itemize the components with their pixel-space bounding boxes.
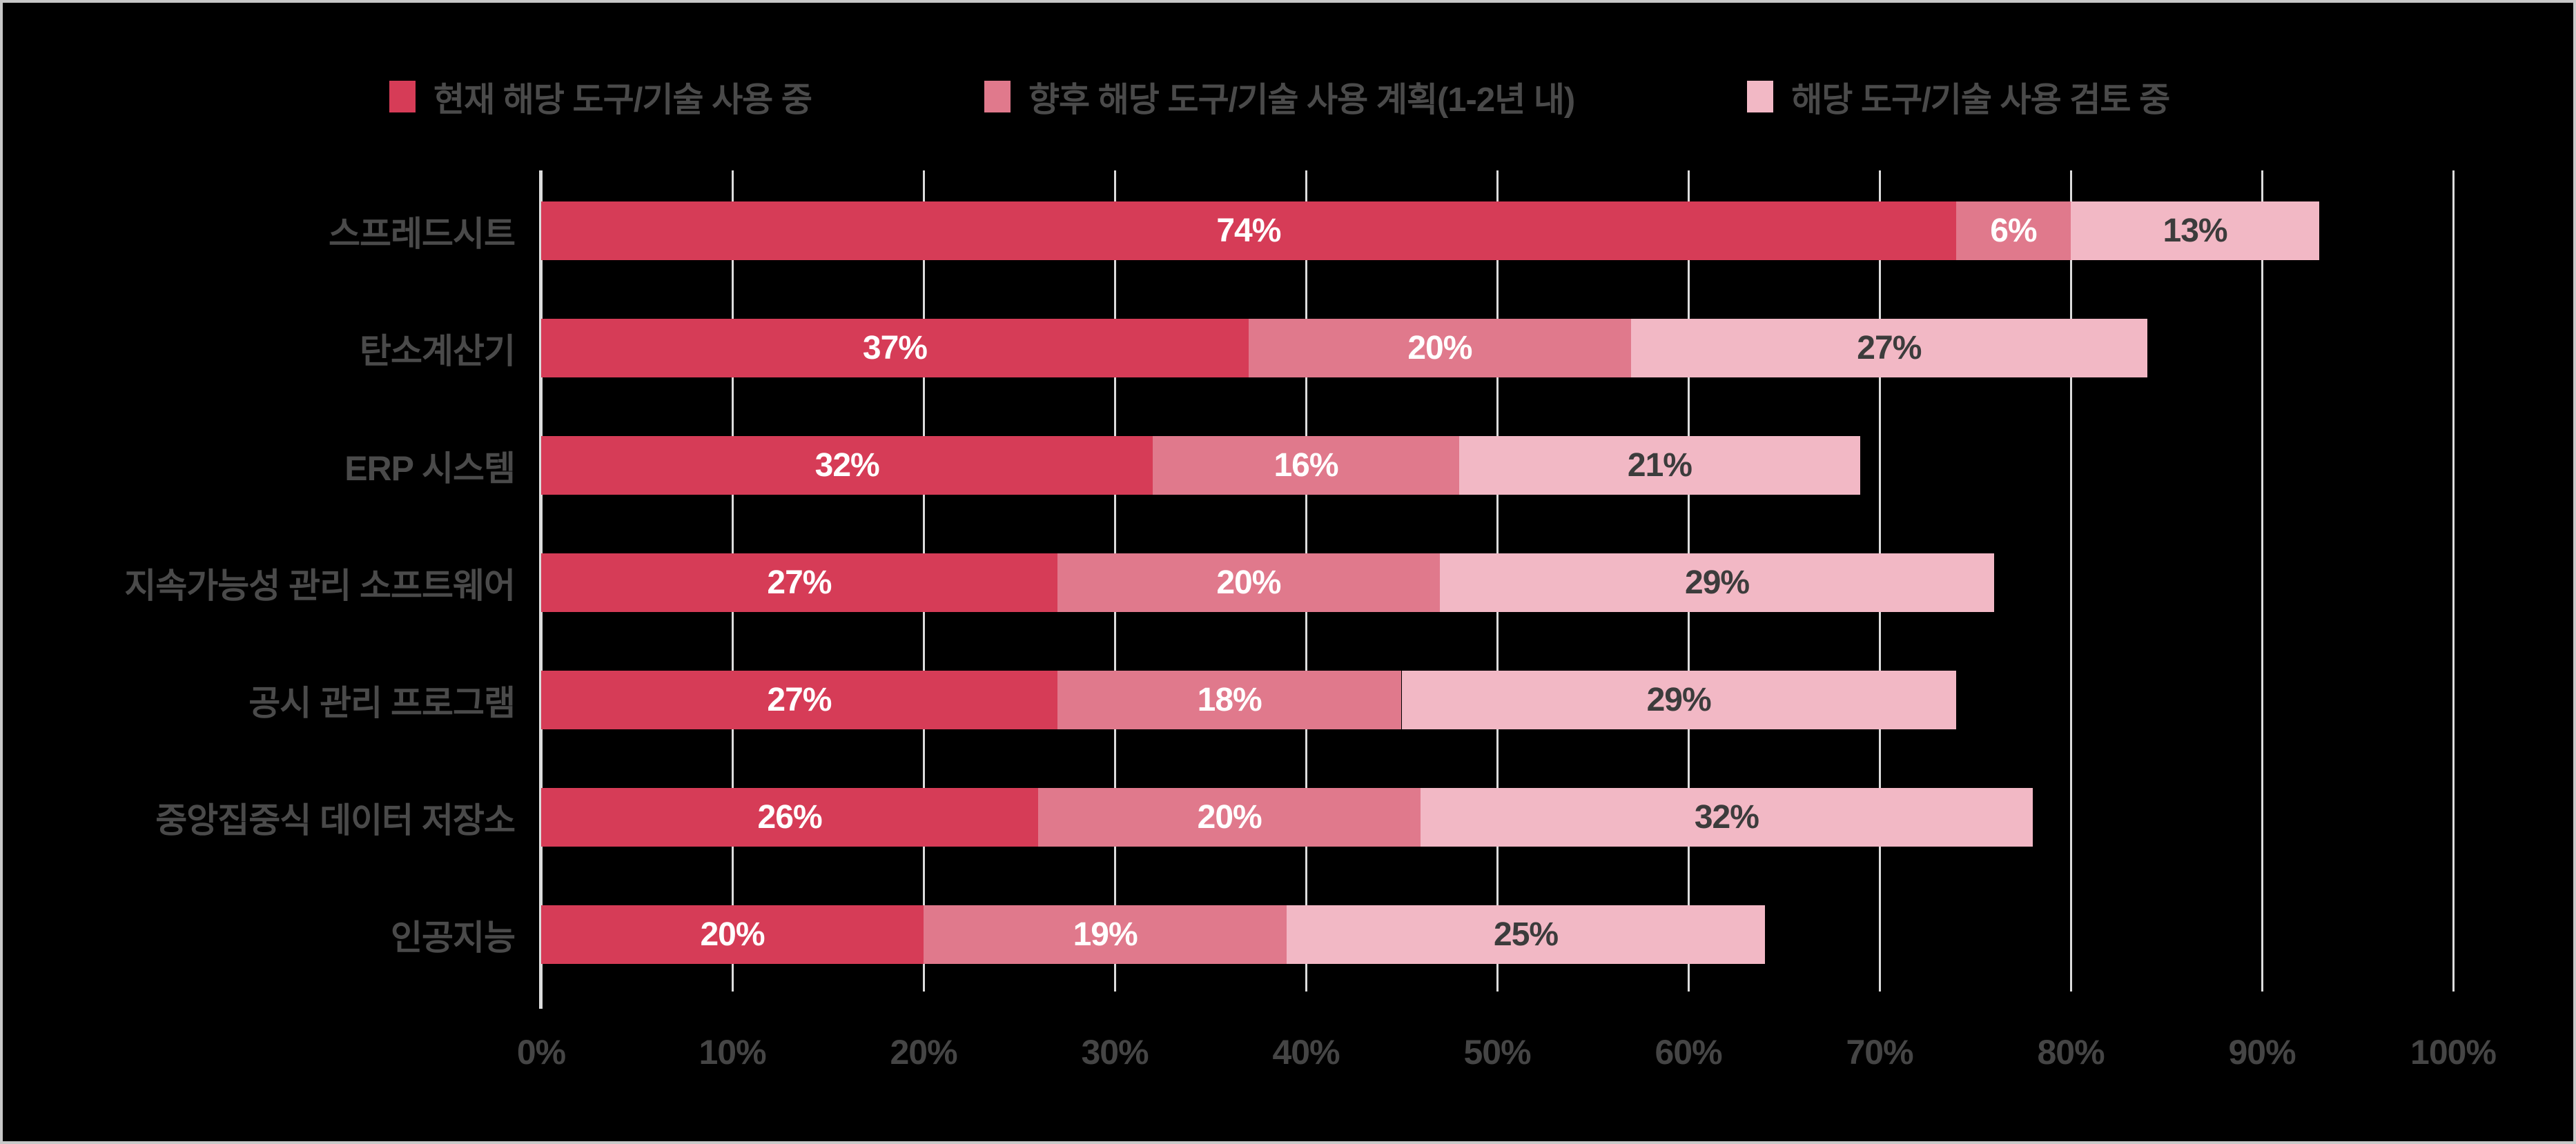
x-tick-label: 0% [516,1033,566,1072]
bar-segment: 20% [1038,788,1421,847]
bar-segment: 29% [1401,671,1956,729]
bar-value-label: 27% [767,564,832,601]
bar-segment: 32% [541,436,1153,495]
bar-segment: 74% [541,201,1956,260]
bar-value-label: 20% [1216,564,1281,601]
y-axis-line [539,170,543,1009]
x-tick-label: 40% [1272,1033,1340,1072]
bar-segment: 32% [1421,788,2033,847]
gridline [2452,170,2455,992]
x-tick-label: 10% [699,1033,766,1072]
bar-value-label: 13% [2163,213,2228,249]
legend-item-1: 향후 해당 도구/기술 사용 계획(1-2년 내) [984,72,1575,121]
x-tick-label: 50% [1463,1033,1531,1072]
bar-segment: 26% [541,788,1039,847]
bar-segment: 16% [1153,436,1459,495]
legend-swatch-icon [984,81,1011,112]
bar-value-label: 18% [1197,682,1262,718]
value-axis: 0% 10% 20% 30% 40% 50% 60% 70% 80% 90% 100% [3,1032,2573,1081]
bar-value-label: 32% [1694,799,1759,836]
bar-segment: 13% [2071,201,2320,260]
bar-value-label: 6% [1990,213,2037,249]
category-label: 지속가능성 관리 소프트웨어 [124,566,516,605]
bar-segment: 37% [541,319,1249,377]
bar-value-label: 27% [767,682,832,718]
bar-value-label: 27% [1857,330,1922,366]
category-label: 공시 관리 프로그램 [248,683,516,722]
legend-item-2: 해당 도구/기술 사용 검토 중 [1747,72,2170,121]
category-label: 스프레드시트 [329,214,516,253]
bar-value-label: 74% [1216,213,1281,249]
gridline [2261,170,2263,992]
gridline [2070,170,2072,992]
legend-label: 현재 해당 도구/기술 사용 중 [433,81,812,119]
bar-segment: 20% [1057,553,1440,612]
category-label: 중앙집중식 데이터 저장소 [155,800,516,840]
legend-swatch-icon [389,81,416,112]
legend-item-0: 현재 해당 도구/기술 사용 중 [389,72,812,121]
bar-value-label: 21% [1627,447,1692,484]
bar-value-label: 16% [1274,447,1338,484]
legend: 현재 해당 도구/기술 사용 중 향후 해당 도구/기술 사용 계획(1-2년 내… [389,72,2170,121]
bar-segment: 18% [1057,671,1402,729]
bar-segment: 20% [1248,319,1631,377]
bar-segment: 19% [924,905,1287,964]
bar-value-label: 20% [1197,799,1262,836]
bar-segment: 27% [541,553,1057,612]
category-label: 인공지능 [391,918,516,957]
bar-segment: 6% [1955,201,2071,260]
bar-segment: 21% [1458,436,1861,495]
bar-value-label: 19% [1073,916,1138,953]
category-label: 탄소계산기 [360,331,516,371]
x-tick-label: 90% [2228,1033,2296,1072]
bar-value-label: 20% [1407,330,1472,366]
x-tick-label: 70% [1846,1033,1913,1072]
bar-value-label: 20% [700,916,765,953]
x-tick-label: 100% [2410,1033,2497,1072]
bar-value-label: 25% [1494,916,1559,953]
plot-area: 74% 6% 13% 37% 20% 27% 32% 16% 21% 27% 20% 29% 27% 18… [541,170,2455,992]
bar-segment: 25% [1287,905,1765,964]
bar-value-label: 37% [862,330,928,366]
x-tick-label: 80% [2037,1033,2105,1072]
bar-value-label: 26% [757,799,823,836]
bar-value-label: 29% [1685,564,1750,601]
bar-segment: 27% [541,671,1057,729]
bar-segment: 29% [1439,553,1995,612]
legend-swatch-icon [1747,81,1774,112]
bar-segment: 27% [1630,319,2147,377]
x-tick-label: 30% [1081,1033,1149,1072]
bar-value-label: 29% [1646,682,1712,718]
legend-label: 향후 해당 도구/기술 사용 계획(1-2년 내) [1028,81,1575,119]
bar-value-label: 32% [814,447,880,484]
x-tick-label: 60% [1655,1033,1722,1072]
x-tick-label: 20% [890,1033,957,1072]
bar-segment: 20% [541,905,924,964]
legend-label: 해당 도구/기술 사용 검토 중 [1791,81,2170,119]
category-label: ERP 시스템 [344,448,516,488]
